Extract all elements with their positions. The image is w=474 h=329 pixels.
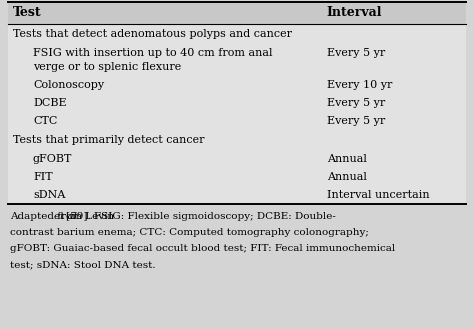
- Text: contrast barium enema; CTC: Computed tomography colonography;: contrast barium enema; CTC: Computed tom…: [10, 228, 369, 237]
- Bar: [8, 2, 466, 24]
- Text: gFOBT: gFOBT: [33, 154, 73, 164]
- Text: Annual: Annual: [327, 154, 366, 164]
- Text: Adapted from Levin: Adapted from Levin: [10, 212, 118, 221]
- Text: Tests that detect adenomatous polyps and cancer: Tests that detect adenomatous polyps and…: [13, 29, 292, 39]
- Text: FIT: FIT: [33, 172, 53, 182]
- Text: Interval uncertain: Interval uncertain: [327, 190, 429, 200]
- Text: Tests that primarily detect cancer: Tests that primarily detect cancer: [13, 135, 204, 145]
- Bar: [8, 2, 466, 204]
- Text: FSIG with insertion up to 40 cm from anal: FSIG with insertion up to 40 cm from ana…: [33, 48, 273, 58]
- Text: [59]. FSIG: Flexible sigmoidoscopy; DCBE: Double-: [59]. FSIG: Flexible sigmoidoscopy; DCBE…: [66, 212, 336, 221]
- Text: sDNA: sDNA: [33, 190, 65, 200]
- Text: Every 5 yr: Every 5 yr: [327, 116, 385, 126]
- Text: Test: Test: [13, 7, 42, 19]
- Text: Colonoscopy: Colonoscopy: [33, 80, 104, 90]
- Text: et al: et al: [55, 212, 77, 221]
- Text: Annual: Annual: [327, 172, 366, 182]
- Text: verge or to splenic flexure: verge or to splenic flexure: [33, 62, 181, 72]
- Text: Interval: Interval: [327, 7, 382, 19]
- Text: gFOBT: Guaiac-based fecal occult blood test; FIT: Fecal immunochemical: gFOBT: Guaiac-based fecal occult blood t…: [10, 244, 395, 253]
- Text: test; sDNA: Stool DNA test.: test; sDNA: Stool DNA test.: [10, 260, 155, 269]
- Text: Every 5 yr: Every 5 yr: [327, 98, 385, 108]
- Text: CTC: CTC: [33, 116, 57, 126]
- Text: Every 5 yr: Every 5 yr: [327, 48, 385, 58]
- Text: Every 10 yr: Every 10 yr: [327, 80, 392, 90]
- Text: DCBE: DCBE: [33, 98, 67, 108]
